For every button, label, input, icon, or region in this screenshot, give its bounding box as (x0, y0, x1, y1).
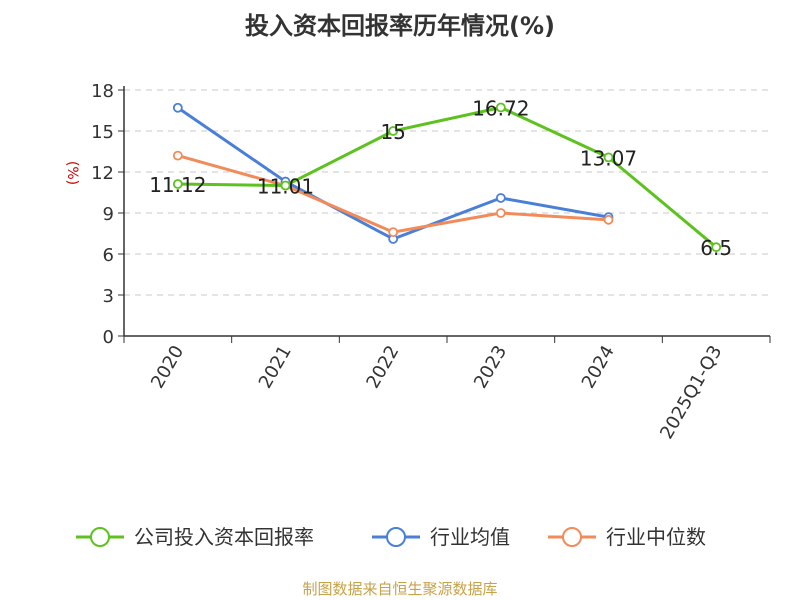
data-point (711, 242, 722, 253)
x-tick-label: 2021 (255, 342, 296, 392)
y-tick-label: 18 (91, 81, 114, 102)
data-label: 6.5 (700, 236, 732, 260)
legend-swatch-marker (386, 527, 406, 547)
data-point (603, 214, 614, 225)
chart-title: 投入资本回报率历年情况(%) (245, 12, 555, 40)
y-unit-label: (%) (64, 161, 80, 185)
series-line (177, 154, 609, 234)
x-tick-label: 2022 (362, 342, 403, 392)
x-tick-label: 2025Q1-Q3 (656, 342, 726, 443)
data-point (172, 179, 183, 189)
data-label: 16.72 (472, 96, 529, 120)
data-point (172, 102, 183, 113)
data-point (172, 150, 183, 161)
legend-swatch-marker (90, 527, 110, 547)
data-point (280, 180, 291, 191)
data-point (388, 126, 399, 136)
series-lines (172, 102, 722, 253)
data-label: 13.07 (580, 146, 637, 170)
data-point (495, 102, 506, 113)
data-point (603, 152, 614, 163)
legend-item: 公司投入资本回报率 (76, 525, 314, 549)
grid-lines (124, 89, 770, 296)
legend-label: 行业均值 (430, 525, 510, 549)
data-labels: 11.12 11.01 15 16.72 13.07 6.5 (149, 96, 732, 260)
y-tick-label: 9 (103, 204, 114, 225)
y-tick-label: 0 (103, 327, 114, 348)
legend-item: 行业均值 (372, 525, 510, 549)
x-tick-label: 2020 (147, 342, 188, 392)
data-point (495, 208, 506, 218)
data-source-note: 制图数据来自恒生聚源数据库 (302, 580, 498, 598)
data-label: 11.12 (149, 173, 206, 197)
data-label: 11.01 (257, 175, 314, 199)
data-point (388, 227, 399, 238)
data-point (495, 193, 506, 203)
legend-label: 公司投入资本回报率 (134, 525, 314, 549)
axes: 0 3 6 9 12 15 18 (%) 2020 2021 2022 2023 2024 2025Q1-… (64, 81, 771, 443)
legend-swatch-marker (562, 527, 582, 547)
x-tick-label: 2023 (470, 342, 511, 392)
data-label: 15 (380, 120, 405, 144)
series-line (177, 105, 718, 249)
y-tick-label: 3 (103, 286, 114, 307)
legend-label: 行业中位数 (606, 525, 706, 549)
legend-item: 行业中位数 (548, 525, 706, 549)
y-tick-label: 6 (103, 245, 114, 266)
x-tick-label: 2024 (578, 342, 619, 392)
legend: 公司投入资本回报率 行业均值 行业中位数 (76, 525, 706, 549)
y-tick-label: 12 (91, 163, 114, 184)
y-tick-label: 15 (91, 122, 114, 143)
